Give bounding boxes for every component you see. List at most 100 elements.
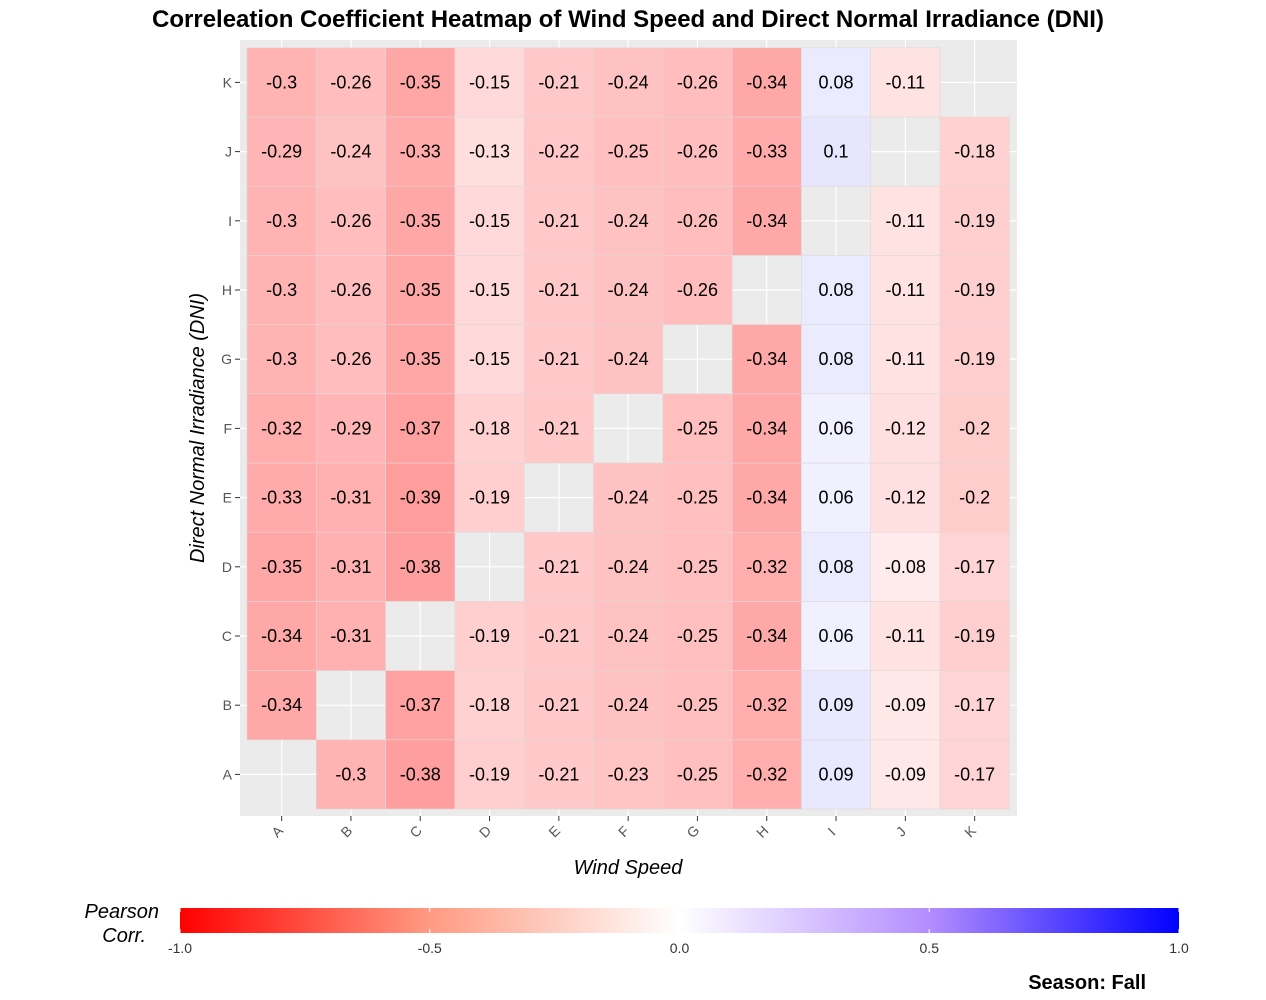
- heatmap-cell-B-C: [315, 601, 386, 671]
- cell-label-B-K: -0.26: [330, 72, 371, 92]
- heatmap-cell-F-A: [593, 739, 664, 810]
- heatmap-cell-F-I: [593, 185, 664, 256]
- heatmap-cell-C-D: [385, 531, 456, 602]
- cell-label-I-F: 0.06: [819, 418, 854, 438]
- y-tick-label-I: I: [228, 213, 232, 229]
- heatmap-cell-I-A: [801, 739, 872, 810]
- heatmap-cell-B-H: [315, 255, 386, 325]
- cell-label-A-G: -0.3: [266, 349, 297, 369]
- heatmap-cell-E-A: [523, 739, 594, 810]
- cell-label-K-C: -0.19: [954, 626, 995, 646]
- heatmap-cell-B-A: [315, 739, 386, 810]
- heatmap-cell-D-J: [454, 116, 525, 187]
- heatmap-cell-H-I: [731, 185, 802, 256]
- cell-label-E-H: -0.21: [538, 280, 579, 300]
- cell-label-J-F: -0.12: [885, 418, 926, 438]
- heatmap-cell-B-E: [315, 462, 386, 533]
- cell-label-J-A: -0.09: [885, 764, 926, 784]
- x-tick-label-I: I: [824, 824, 838, 838]
- heatmap-cell-F-D: [593, 531, 664, 602]
- cell-label-C-K: -0.35: [400, 72, 441, 92]
- heatmap-cell-F-B: [593, 670, 664, 741]
- heatmap-cell-A-J: [246, 116, 317, 187]
- cell-label-D-F: -0.18: [469, 418, 510, 438]
- cell-label-E-G: -0.21: [538, 349, 579, 369]
- cell-label-I-E: 0.06: [819, 488, 854, 508]
- heatmap-cell-F-K: [593, 47, 664, 118]
- heatmap-cell-E-C: [523, 601, 594, 671]
- heatmap-cell-A-F: [246, 393, 317, 464]
- cell-label-F-E: -0.24: [608, 488, 649, 508]
- cell-label-G-K: -0.26: [677, 72, 718, 92]
- cell-label-H-D: -0.32: [746, 557, 787, 577]
- cell-label-F-K: -0.24: [608, 72, 649, 92]
- heatmap-cell-J-G: [870, 324, 941, 395]
- cell-label-H-E: -0.34: [746, 488, 787, 508]
- x-tick-label-K: K: [961, 822, 979, 840]
- cell-label-K-B: -0.17: [954, 695, 995, 715]
- heatmap-cell-A-B: [246, 670, 317, 741]
- heatmap-cell-C-G: [385, 324, 456, 395]
- legend-tick-label: -0.5: [418, 940, 442, 956]
- heatmap-cell-H-E: [731, 462, 802, 533]
- cell-label-K-J: -0.18: [954, 142, 995, 162]
- cell-label-I-B: 0.09: [819, 695, 854, 715]
- x-tick-label-C: C: [406, 822, 424, 840]
- y-tick-label-F: F: [223, 420, 232, 436]
- cell-label-E-A: -0.21: [538, 764, 579, 784]
- cell-label-G-I: -0.26: [677, 211, 718, 231]
- heatmap-cell-F-E: [593, 462, 664, 533]
- heatmap-cell-C-A: [385, 739, 456, 810]
- cell-label-B-D: -0.31: [330, 557, 371, 577]
- heatmap-cell-D-C: [454, 601, 525, 671]
- heatmap-cell-C-I: [385, 185, 456, 256]
- cell-label-F-H: -0.24: [608, 280, 649, 300]
- cell-label-F-B: -0.24: [608, 695, 649, 715]
- heatmap-cell-I-F: [801, 393, 872, 464]
- cell-label-J-I: -0.11: [885, 211, 925, 231]
- y-tick-label-K: K: [223, 74, 233, 90]
- y-tick-label-B: B: [223, 697, 232, 713]
- x-tick-label-E: E: [545, 823, 563, 841]
- cell-label-I-G: 0.08: [819, 349, 854, 369]
- cell-label-G-B: -0.25: [677, 695, 718, 715]
- x-tick-label-A: A: [268, 822, 286, 840]
- heatmap-cell-C-H: [385, 255, 456, 325]
- cell-label-B-A: -0.3: [335, 764, 366, 784]
- heatmap-cell-D-B: [454, 670, 525, 741]
- heatmap-cell-K-I: [939, 185, 1010, 256]
- cell-label-A-C: -0.34: [261, 626, 302, 646]
- cell-label-G-D: -0.25: [677, 557, 718, 577]
- cell-label-C-J: -0.33: [400, 142, 441, 162]
- heatmap-cell-K-G: [939, 324, 1010, 395]
- heatmap-cell-J-I: [870, 185, 941, 256]
- heatmap-cell-G-F: [662, 393, 733, 464]
- cell-label-J-H: -0.11: [885, 280, 925, 300]
- heatmap-cell-I-D: [801, 531, 872, 602]
- heatmap-cell-E-H: [523, 255, 594, 325]
- heatmap-cell-I-H: [801, 255, 872, 325]
- heatmap-cell-E-D: [523, 531, 594, 602]
- heatmap-cell-K-B: [939, 670, 1010, 741]
- cell-label-I-H: 0.08: [819, 280, 854, 300]
- heatmap-cell-H-D: [731, 531, 802, 602]
- heatmap-cell-G-B: [662, 670, 733, 741]
- heatmap-cell-G-D: [662, 531, 733, 602]
- y-axis: A B C D E F G H I J K: [221, 74, 240, 782]
- cell-label-A-J: -0.29: [261, 142, 302, 162]
- heatmap-cell-I-J: [801, 116, 872, 187]
- cell-label-D-I: -0.15: [469, 211, 510, 231]
- cell-label-D-C: -0.19: [469, 626, 510, 646]
- heatmap-cell-D-E: [454, 462, 525, 533]
- cell-label-I-K: 0.08: [819, 72, 854, 92]
- cell-label-G-F: -0.25: [677, 418, 718, 438]
- cell-label-E-D: -0.21: [538, 557, 579, 577]
- heatmap-cell-H-B: [731, 670, 802, 741]
- heatmap-cell-C-K: [385, 47, 456, 118]
- cell-label-H-F: -0.34: [746, 418, 787, 438]
- heatmap-cell-C-J: [385, 116, 456, 187]
- heatmap-cell-K-E: [939, 462, 1010, 533]
- heatmap-cell-H-J: [731, 116, 802, 187]
- cell-label-G-E: -0.25: [677, 488, 718, 508]
- heatmap-cell-H-G: [731, 324, 802, 395]
